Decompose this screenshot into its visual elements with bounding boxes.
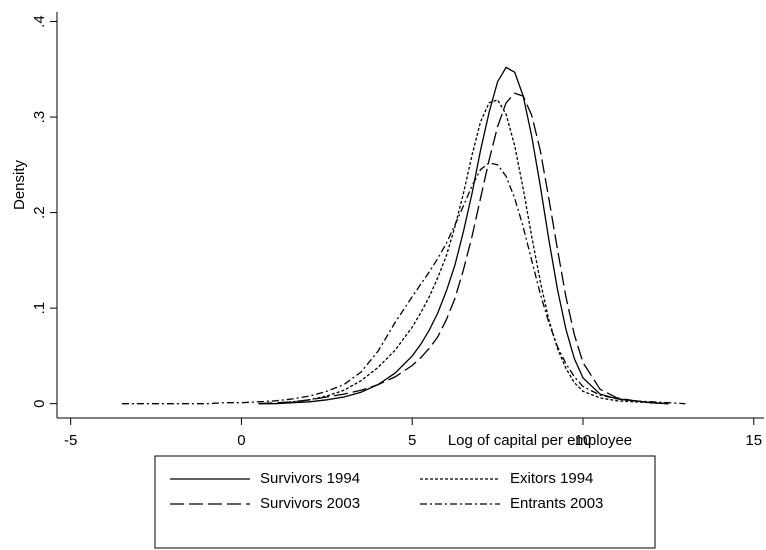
legend-label: Entrants 2003 (510, 495, 603, 512)
x-tick-label: 5 (408, 432, 416, 449)
x-tick-label: 15 (745, 432, 762, 449)
y-tick-label: 0 (31, 399, 48, 407)
legend-label: Survivors 1994 (260, 470, 360, 487)
density-line (292, 99, 669, 405)
density-line (258, 92, 669, 405)
x-tick-label: 0 (237, 432, 245, 449)
y-tick-label: .1 (31, 302, 48, 315)
y-tick-label: .4 (31, 15, 48, 28)
legend-label: Exitors 1994 (510, 470, 593, 487)
x-axis-label: Log of capital per employee (448, 432, 632, 449)
density-line (121, 162, 686, 405)
x-tick-label: 10 (575, 432, 592, 449)
density-line (258, 66, 669, 405)
x-tick-label: -5 (64, 432, 77, 449)
legend-box (154, 455, 656, 549)
legend-label: Survivors 2003 (260, 495, 360, 512)
y-axis-label: Density (11, 159, 28, 210)
y-tick-label: .2 (31, 206, 48, 219)
y-tick-label: .3 (31, 111, 48, 124)
